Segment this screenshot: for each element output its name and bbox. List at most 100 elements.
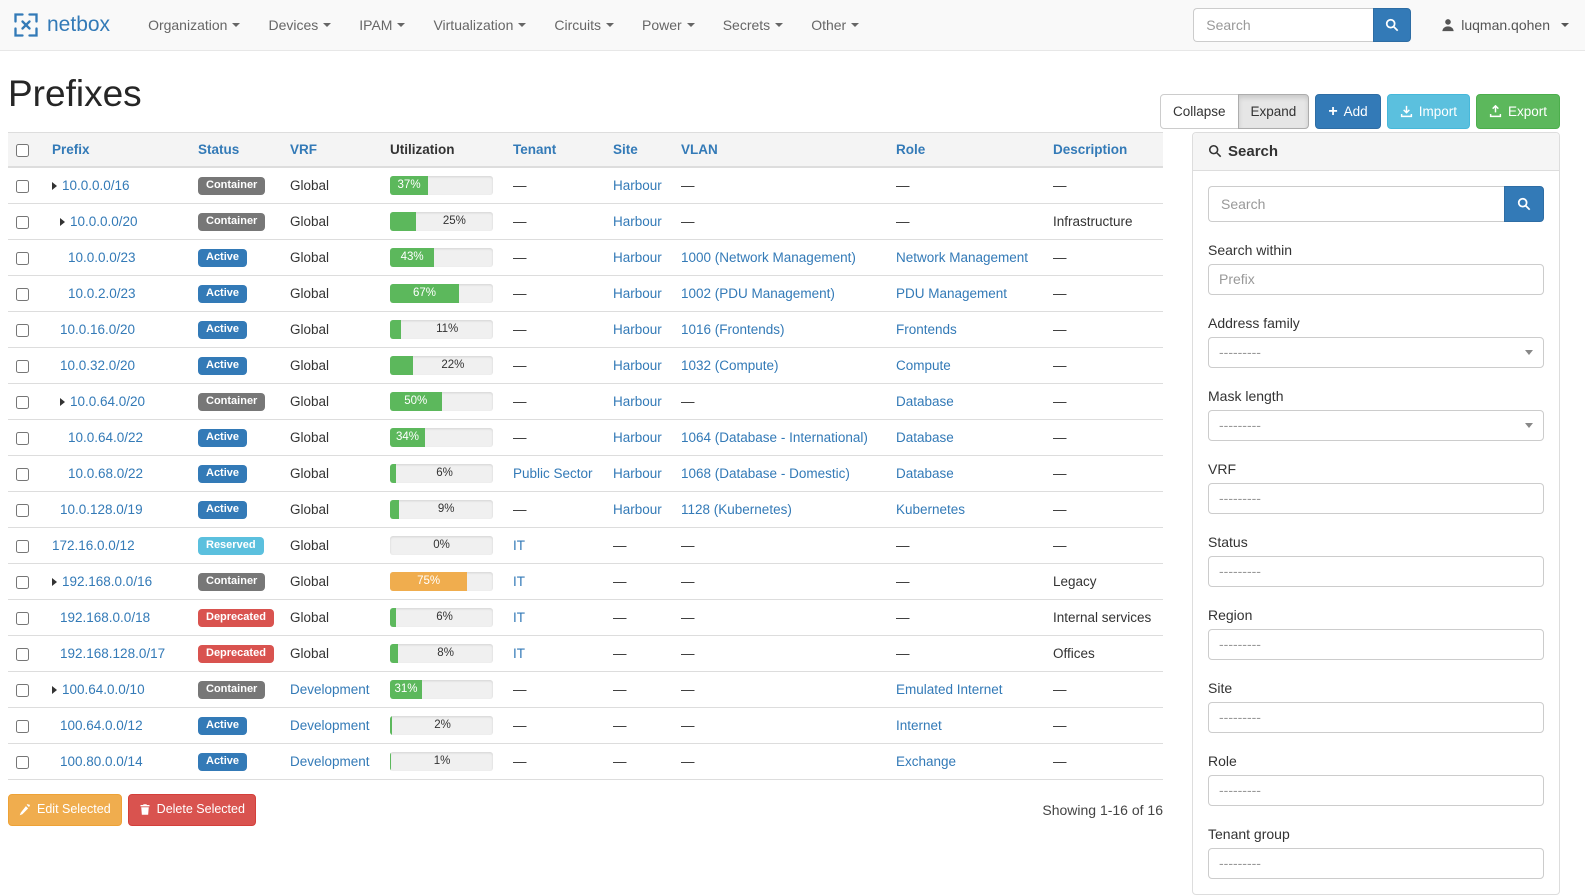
global-search-input[interactable] [1193, 8, 1374, 42]
row-checkbox[interactable] [16, 323, 29, 337]
role-link[interactable]: Compute [896, 357, 951, 373]
prefix-link[interactable]: 10.0.2.0/23 [68, 285, 136, 301]
user-menu[interactable]: luqman.qohen [1441, 17, 1569, 33]
expand-button[interactable]: Expand [1237, 94, 1310, 130]
column-header-tenant[interactable]: Tenant [505, 131, 605, 168]
site-link[interactable]: Harbour [613, 393, 662, 409]
filter-select-mask-length[interactable]: --------- [1208, 409, 1544, 441]
site-link[interactable]: Harbour [613, 249, 662, 265]
prefix-link[interactable]: 100.80.0.0/14 [60, 753, 143, 769]
site-link[interactable]: Harbour [613, 177, 662, 193]
prefix-link[interactable]: 10.0.32.0/20 [60, 357, 136, 373]
vlan-link[interactable]: 1016 (Frontends) [681, 321, 785, 337]
filter-select-region[interactable]: --------- [1208, 628, 1544, 660]
prefix-link[interactable]: 10.0.64.0/22 [68, 429, 144, 445]
row-checkbox[interactable] [16, 755, 29, 769]
vrf-link[interactable]: Development [290, 717, 370, 733]
prefix-link[interactable]: 10.0.16.0/20 [60, 321, 136, 337]
nav-menu-ipam[interactable]: IPAM [345, 0, 419, 50]
nav-menu-organization[interactable]: Organization [134, 0, 254, 50]
filter-select-status[interactable]: --------- [1208, 555, 1544, 587]
site-link[interactable]: Harbour [613, 465, 662, 481]
role-link[interactable]: Internet [896, 717, 942, 733]
prefix-link[interactable]: 10.0.128.0/19 [60, 501, 143, 517]
site-link[interactable]: Harbour [613, 357, 662, 373]
tenant-link[interactable]: IT [513, 573, 525, 589]
vlan-link[interactable]: 1032 (Compute) [681, 357, 779, 373]
nav-menu-devices[interactable]: Devices [254, 0, 345, 50]
nav-menu-other[interactable]: Other [797, 0, 873, 50]
role-link[interactable]: Database [896, 465, 954, 481]
import-button[interactable]: Import [1386, 94, 1470, 130]
nav-menu-secrets[interactable]: Secrets [709, 0, 797, 50]
role-link[interactable]: Exchange [896, 753, 957, 769]
vlan-link[interactable]: 1000 (Network Management) [681, 249, 856, 265]
vrf-link[interactable]: Development [290, 681, 370, 697]
tenant-link[interactable]: Public Sector [513, 465, 593, 481]
row-checkbox[interactable] [16, 611, 29, 625]
nav-menu-circuits[interactable]: Circuits [540, 0, 628, 50]
prefix-link[interactable]: 192.168.0.0/16 [62, 573, 153, 589]
column-header-vrf[interactable]: VRF [282, 131, 382, 168]
role-link[interactable]: Network Management [896, 249, 1029, 265]
vlan-link[interactable]: 1064 (Database - International) [681, 429, 868, 445]
global-search-button[interactable] [1373, 8, 1412, 42]
filter-search-input[interactable] [1208, 185, 1504, 222]
netbox-brand[interactable]: netbox [12, 11, 110, 39]
site-link[interactable]: Harbour [613, 285, 662, 301]
vlan-link[interactable]: 1068 (Database - Domestic) [681, 465, 850, 481]
row-checkbox[interactable] [16, 287, 29, 301]
row-checkbox[interactable] [16, 431, 29, 445]
prefix-link[interactable]: 10.0.0.0/20 [70, 213, 138, 229]
vlan-link[interactable]: 1128 (Kubernetes) [681, 501, 792, 517]
prefix-link[interactable]: 100.64.0.0/12 [60, 717, 143, 733]
role-link[interactable]: Emulated Internet [896, 681, 1003, 697]
filter-search-button[interactable] [1504, 185, 1544, 222]
tenant-link[interactable]: IT [513, 537, 525, 553]
export-button[interactable]: Export [1475, 94, 1560, 130]
filter-select-vrf[interactable]: --------- [1208, 482, 1544, 514]
tenant-link[interactable]: IT [513, 645, 525, 661]
vrf-link[interactable]: Development [290, 753, 370, 769]
row-checkbox[interactable] [16, 719, 29, 733]
filter-select-address-family[interactable]: --------- [1208, 336, 1544, 368]
role-link[interactable]: Database [896, 393, 954, 409]
nav-menu-virtualization[interactable]: Virtualization [419, 0, 540, 50]
column-header-description[interactable]: Description [1045, 131, 1163, 168]
expand-toggle-icon[interactable] [60, 217, 65, 226]
role-link[interactable]: Frontends [896, 321, 957, 337]
tenant-link[interactable]: IT [513, 609, 525, 625]
column-header-role[interactable]: Role [888, 131, 1045, 168]
prefix-link[interactable]: 10.0.0.0/16 [62, 177, 130, 193]
row-checkbox[interactable] [16, 359, 29, 373]
filter-select-tenant-group[interactable]: --------- [1208, 847, 1544, 879]
prefix-link[interactable]: 100.64.0.0/10 [62, 681, 145, 697]
column-header-vlan[interactable]: VLAN [673, 131, 888, 168]
site-link[interactable]: Harbour [613, 321, 662, 337]
filter-select-site[interactable]: --------- [1208, 701, 1544, 733]
site-link[interactable]: Harbour [613, 429, 662, 445]
column-header-prefix[interactable]: Prefix [44, 131, 190, 168]
expand-toggle-icon[interactable] [60, 397, 65, 406]
filter-input-search-within[interactable] [1208, 263, 1544, 295]
expand-toggle-icon[interactable] [52, 685, 57, 694]
prefix-link[interactable]: 192.168.128.0/17 [60, 645, 166, 661]
prefix-link[interactable]: 10.0.68.0/22 [68, 465, 144, 481]
delete-selected-button[interactable]: Delete Selected [127, 793, 256, 826]
role-link[interactable]: PDU Management [896, 285, 1008, 301]
row-checkbox[interactable] [16, 179, 29, 193]
expand-toggle-icon[interactable] [52, 181, 57, 190]
prefix-link[interactable]: 172.16.0.0/12 [52, 537, 135, 553]
site-link[interactable]: Harbour [613, 501, 662, 517]
prefix-link[interactable]: 192.168.0.0/18 [60, 609, 151, 625]
role-link[interactable]: Kubernetes [896, 501, 966, 517]
collapse-button[interactable]: Collapse [1160, 94, 1239, 130]
row-checkbox[interactable] [16, 215, 29, 229]
prefix-link[interactable]: 10.0.64.0/20 [70, 393, 146, 409]
add-button[interactable]: + Add [1315, 94, 1381, 130]
site-link[interactable]: Harbour [613, 213, 662, 229]
filter-select-role[interactable]: --------- [1208, 774, 1544, 806]
row-checkbox[interactable] [16, 647, 29, 661]
row-checkbox[interactable] [16, 251, 29, 265]
column-header-site[interactable]: Site [605, 131, 673, 168]
